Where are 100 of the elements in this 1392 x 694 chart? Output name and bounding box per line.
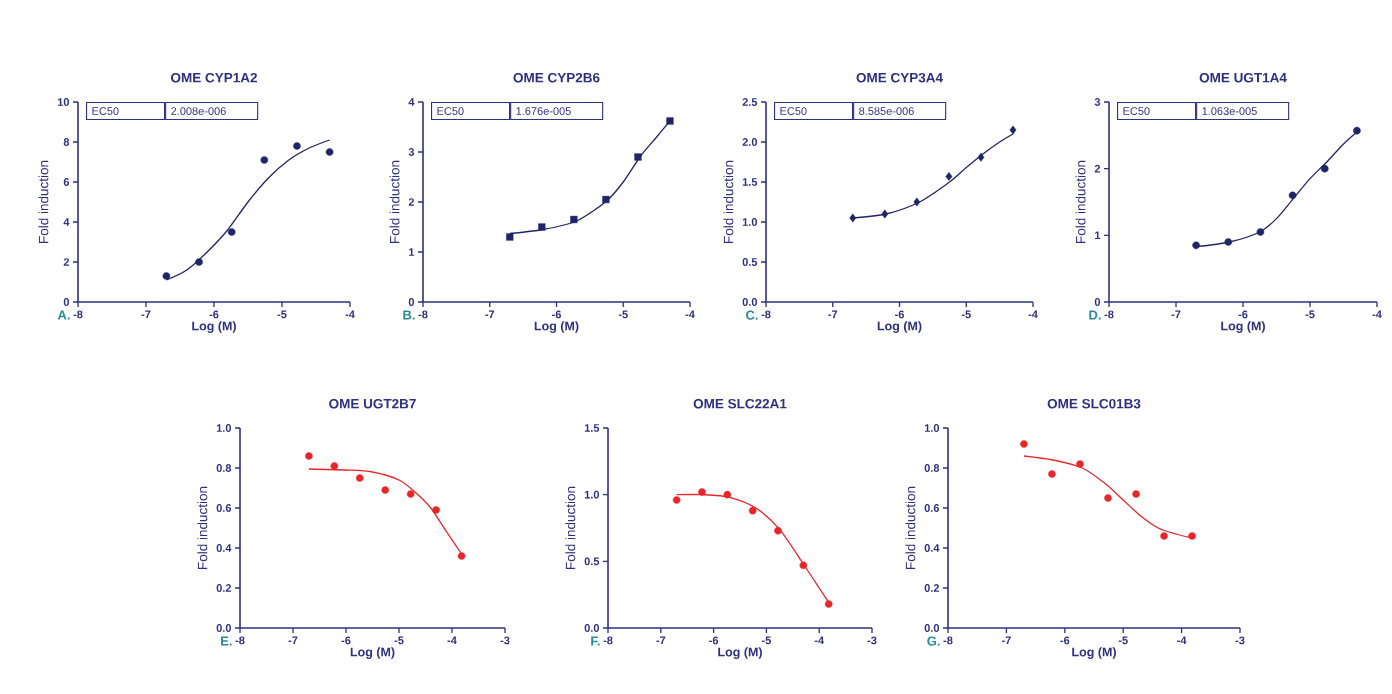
point xyxy=(1160,532,1168,540)
y-tick-label: 2 xyxy=(1094,164,1101,173)
y-tick-label: 0.0 xyxy=(924,624,940,632)
annotation: 8.585e-006 xyxy=(859,107,914,115)
y-tick-label: 0.6 xyxy=(216,504,232,512)
y-axis-title: Fold induction xyxy=(565,486,576,569)
y-tick-label: 1.0 xyxy=(216,424,232,432)
x-axis-title: Log (M) xyxy=(192,321,236,333)
point xyxy=(913,197,921,207)
point xyxy=(1256,228,1265,236)
x-tick-label: -5 xyxy=(961,310,971,319)
point xyxy=(1104,494,1112,502)
y-tick-label: 0.8 xyxy=(216,464,232,472)
y-tick-label: 1 xyxy=(409,248,415,256)
x-tick-label: -7 xyxy=(485,310,495,319)
annotation: EC50 xyxy=(92,107,119,115)
x-tick-label: -6 xyxy=(895,310,905,319)
y-axis-title: Fold induction xyxy=(38,160,49,243)
point xyxy=(1020,440,1028,448)
x-axis-title: Log (M) xyxy=(877,321,922,333)
y-tick-label: 0.4 xyxy=(216,544,232,552)
y-tick-label: 8 xyxy=(63,138,70,146)
point xyxy=(381,486,390,494)
point xyxy=(538,223,546,231)
x-tick-label: -7 xyxy=(141,310,151,319)
point xyxy=(774,526,782,535)
x-tick-label: -6 xyxy=(552,310,561,319)
chart-title: OME SLC22A1 xyxy=(693,398,787,409)
x-axis-title: Log (M) xyxy=(534,321,579,333)
x-tick-label: -4 xyxy=(685,310,695,319)
point xyxy=(1353,126,1361,135)
y-tick-label: 2 xyxy=(408,198,415,206)
y-tick-label: 1.5 xyxy=(742,178,758,186)
y-tick-label: 4 xyxy=(63,218,70,226)
x-tick-label: -5 xyxy=(1305,310,1315,319)
x-tick-label: -8 xyxy=(73,310,83,319)
x-tick-label: -3 xyxy=(1235,636,1245,645)
point xyxy=(260,156,269,164)
y-tick-label: 0 xyxy=(1094,298,1101,306)
x-tick-label: -5 xyxy=(394,636,404,645)
y-tick-label: 0 xyxy=(63,298,70,306)
point xyxy=(406,490,415,498)
y-tick-label: 0.4 xyxy=(924,544,940,552)
y-tick-label: 0.6 xyxy=(924,504,940,512)
point xyxy=(1320,164,1329,173)
x-tick-label: -3 xyxy=(500,636,510,645)
point xyxy=(1048,470,1056,478)
x-tick-label: -4 xyxy=(1177,636,1187,645)
y-tick-label: 0 xyxy=(408,298,415,306)
y-tick-label: 1.0 xyxy=(924,424,940,432)
point xyxy=(849,213,857,223)
y-tick-label: 10 xyxy=(57,98,70,106)
y-tick-label: 0.0 xyxy=(742,298,758,306)
point xyxy=(195,258,203,266)
y-tick-label: 0.0 xyxy=(584,624,600,632)
x-tick-label: -8 xyxy=(943,636,953,645)
y-tick-label: 2.5 xyxy=(742,98,758,106)
chart-title: OME CYP3A4 xyxy=(856,72,943,83)
point xyxy=(945,172,953,181)
y-tick-label: 3 xyxy=(1094,98,1101,106)
x-tick-label: -4 xyxy=(814,636,825,645)
x-tick-label: -3 xyxy=(867,636,877,645)
point xyxy=(698,488,706,496)
y-tick-label: 1 xyxy=(1095,231,1101,240)
x-tick-label: -7 xyxy=(1001,636,1011,645)
point xyxy=(1076,460,1084,468)
point xyxy=(1288,191,1297,200)
point xyxy=(162,272,171,280)
x-tick-label: -4 xyxy=(447,636,457,645)
point xyxy=(977,152,985,162)
point xyxy=(634,153,642,161)
point xyxy=(602,195,610,204)
x-tick-label: -7 xyxy=(656,636,666,645)
y-tick-label: 2.0 xyxy=(742,138,758,146)
x-tick-label: -7 xyxy=(828,310,838,319)
x-axis-title: Log (M) xyxy=(1221,321,1265,333)
x-tick-label: -8 xyxy=(418,310,428,319)
point xyxy=(672,496,681,504)
chart-title: OME UGT1A4 xyxy=(1199,72,1287,83)
point xyxy=(227,228,236,236)
point xyxy=(799,561,808,570)
x-tick-label: -6 xyxy=(209,310,219,319)
point xyxy=(432,506,440,514)
y-tick-label: 0.5 xyxy=(742,258,758,266)
point xyxy=(293,142,301,150)
x-tick-label: -5 xyxy=(618,310,628,319)
x-tick-label: -8 xyxy=(235,636,245,645)
x-tick-label: -8 xyxy=(1104,310,1114,319)
y-tick-label: 0.2 xyxy=(216,584,232,592)
point xyxy=(570,215,578,224)
text: E. xyxy=(221,636,232,646)
x-tick-label: -5 xyxy=(761,636,771,645)
y-tick-label: 0.0 xyxy=(216,624,232,632)
annotation: EC50 xyxy=(1123,107,1150,115)
x-tick-label: -8 xyxy=(603,636,613,645)
annotation: EC50 xyxy=(780,107,807,115)
text: B. xyxy=(403,310,415,320)
x-tick-label: -4 xyxy=(1372,310,1382,319)
point xyxy=(1009,125,1017,135)
point xyxy=(506,233,514,241)
